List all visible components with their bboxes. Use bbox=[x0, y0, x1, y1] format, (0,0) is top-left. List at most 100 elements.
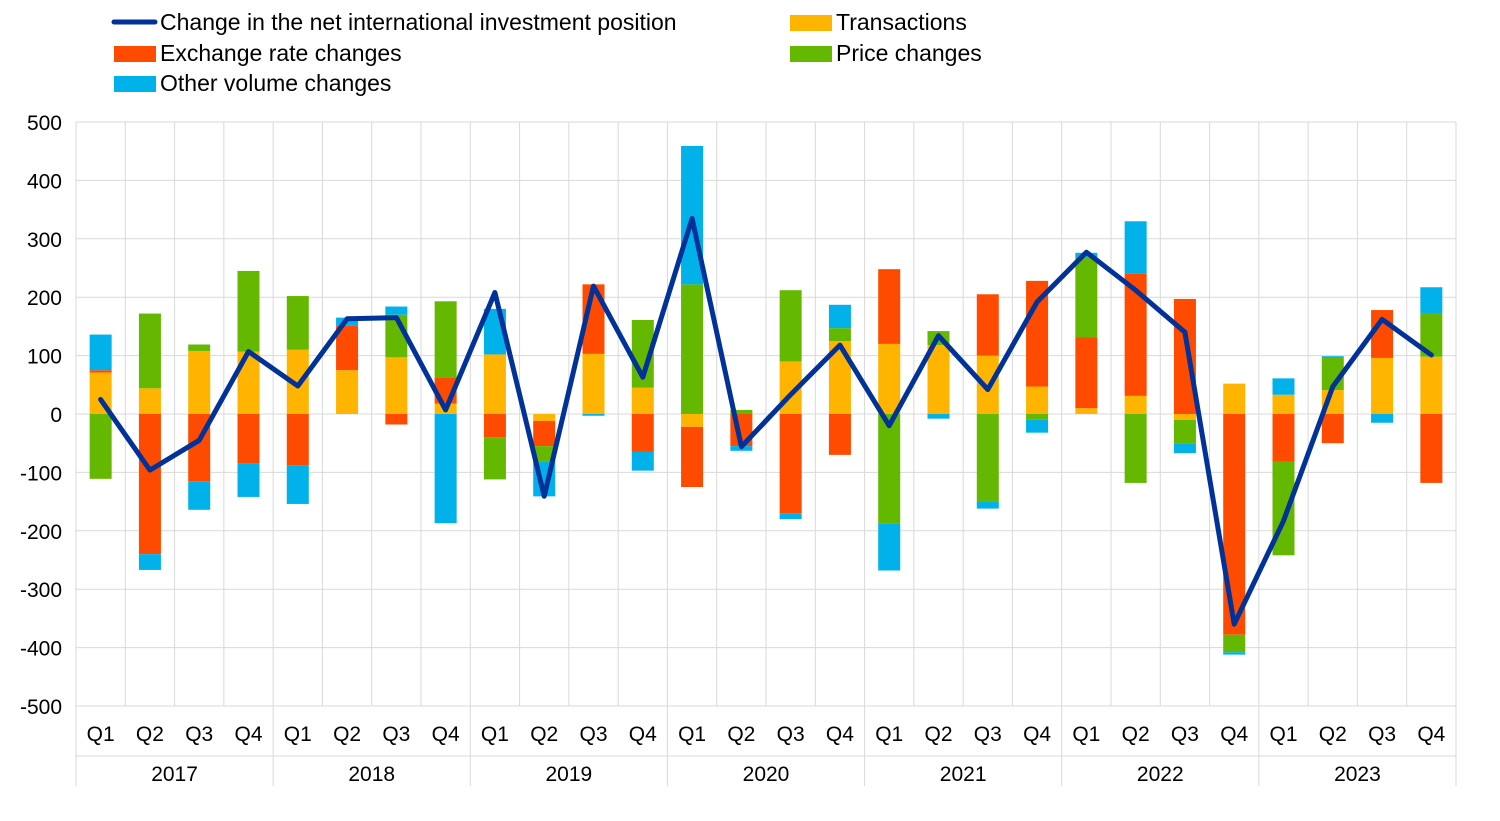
bar-transactions bbox=[828, 341, 851, 414]
bar-price-changes bbox=[237, 270, 260, 352]
bar-exchange-rate-changes bbox=[336, 325, 359, 371]
y-tick-label: 100 bbox=[27, 346, 62, 369]
bar-transactions bbox=[483, 354, 506, 414]
bar-other-volume-changes bbox=[779, 513, 802, 520]
legend-swatch-exchange-rate bbox=[114, 46, 156, 62]
x-tick-quarter: Q4 bbox=[432, 723, 460, 746]
bar-exchange-rate-changes bbox=[138, 414, 161, 555]
bar-price-changes bbox=[434, 301, 457, 378]
bar-other-volume-changes bbox=[631, 451, 654, 471]
legend-label-exchange-rate: Exchange rate changes bbox=[160, 40, 402, 66]
x-tick-quarter: Q2 bbox=[1319, 723, 1347, 746]
bar-other-volume-changes bbox=[1420, 287, 1443, 313]
x-tick-quarter: Q3 bbox=[777, 723, 805, 746]
x-tick-year: 2023 bbox=[1334, 763, 1381, 786]
net-position-line bbox=[98, 215, 1434, 627]
y-tick-label: -100 bbox=[20, 462, 62, 485]
bar-transactions bbox=[1075, 408, 1098, 414]
bar-transactions bbox=[1371, 357, 1394, 414]
bar-exchange-rate-changes bbox=[779, 414, 802, 514]
bar-transactions bbox=[878, 343, 901, 414]
bar-price-changes bbox=[730, 409, 753, 414]
x-tick-year: 2019 bbox=[545, 763, 592, 786]
y-tick-label: 300 bbox=[27, 229, 62, 252]
bar-transactions bbox=[681, 414, 704, 427]
bar-price-changes bbox=[976, 414, 999, 502]
bar-transactions bbox=[631, 387, 654, 414]
bar-price-changes bbox=[779, 290, 802, 362]
x-tick-quarter: Q1 bbox=[481, 723, 509, 746]
bar-other-volume-changes bbox=[1371, 414, 1394, 423]
bar-price-changes bbox=[878, 414, 901, 524]
gridlines bbox=[75, 121, 1457, 707]
bar-price-changes bbox=[286, 296, 309, 350]
bar-exchange-rate-changes bbox=[681, 426, 704, 487]
x-tick-year: 2022 bbox=[1137, 763, 1184, 786]
bar-exchange-rate-changes bbox=[976, 294, 999, 356]
bar-exchange-rate-changes bbox=[1075, 337, 1098, 409]
bar-price-changes bbox=[188, 344, 211, 351]
bar-exchange-rate-changes bbox=[1420, 414, 1443, 483]
legend-label-transactions: Transactions bbox=[836, 9, 967, 35]
bar-other-volume-changes bbox=[878, 523, 901, 571]
x-tick-year: 2018 bbox=[348, 763, 395, 786]
bar-price-changes bbox=[1124, 414, 1147, 483]
bar-transactions bbox=[385, 357, 408, 414]
bar-transactions bbox=[1124, 395, 1147, 414]
y-tick-label: -500 bbox=[20, 696, 62, 719]
bar-transactions bbox=[138, 388, 161, 414]
legend-label-price: Price changes bbox=[836, 40, 982, 66]
bar-other-volume-changes bbox=[1026, 419, 1049, 433]
x-tick-quarter: Q2 bbox=[924, 723, 952, 746]
bar-transactions bbox=[1223, 383, 1246, 414]
bar-exchange-rate-changes bbox=[878, 269, 901, 344]
bar-transactions bbox=[1173, 414, 1196, 420]
x-tick-quarter: Q3 bbox=[974, 723, 1002, 746]
y-tick-label: 200 bbox=[27, 287, 62, 310]
net-position-series-line bbox=[98, 215, 1434, 627]
bar-other-volume-changes bbox=[1173, 443, 1196, 454]
y-tick-label: 400 bbox=[27, 170, 62, 193]
bar-price-changes bbox=[828, 328, 851, 341]
bar-transactions bbox=[1026, 386, 1049, 414]
bar-exchange-rate-changes bbox=[89, 370, 112, 373]
x-tick-quarter: Q1 bbox=[87, 723, 115, 746]
bar-other-volume-changes bbox=[582, 414, 605, 416]
x-tick-year: 2020 bbox=[743, 763, 790, 786]
legend-label-other-volume: Other volume changes bbox=[160, 70, 391, 96]
legend: Change in the net international investme… bbox=[111, 9, 982, 96]
bar-price-changes bbox=[1420, 312, 1443, 357]
legend-label-net-position: Change in the net international investme… bbox=[160, 9, 677, 35]
bar-transactions bbox=[188, 350, 211, 414]
bar-other-volume-changes bbox=[188, 481, 211, 510]
bar-price-changes bbox=[89, 414, 112, 479]
bar-other-volume-changes bbox=[1272, 378, 1295, 395]
bar-other-volume-changes bbox=[89, 334, 112, 371]
y-tick-label: -200 bbox=[20, 521, 62, 544]
bar-exchange-rate-changes bbox=[237, 414, 260, 464]
x-tick-quarter: Q3 bbox=[1368, 723, 1396, 746]
bar-transactions bbox=[237, 351, 260, 414]
bar-other-volume-changes bbox=[1223, 652, 1246, 655]
x-tick-quarter: Q4 bbox=[1417, 723, 1445, 746]
bar-exchange-rate-changes bbox=[1124, 273, 1147, 396]
bar-exchange-rate-changes bbox=[286, 414, 309, 466]
bar-other-volume-changes bbox=[976, 501, 999, 509]
legend-swatch-price bbox=[790, 46, 832, 62]
bar-transactions bbox=[1272, 394, 1295, 414]
x-tick-quarter: Q3 bbox=[382, 723, 410, 746]
bar-exchange-rate-changes bbox=[1321, 414, 1344, 444]
bar-other-volume-changes bbox=[237, 463, 260, 497]
x-tick-quarter: Q2 bbox=[727, 723, 755, 746]
bar-other-volume-changes bbox=[385, 306, 408, 315]
bar-exchange-rate-changes bbox=[385, 414, 408, 425]
bar-transactions bbox=[1420, 356, 1443, 414]
bar-transactions bbox=[582, 353, 605, 414]
x-tick-quarter: Q4 bbox=[1220, 723, 1248, 746]
bar-exchange-rate-changes bbox=[483, 414, 506, 438]
bar-other-volume-changes bbox=[927, 414, 950, 419]
bar-exchange-rate-changes bbox=[631, 414, 654, 452]
bar-transactions bbox=[336, 370, 359, 414]
bar-other-volume-changes bbox=[828, 304, 851, 329]
x-tick-quarter: Q2 bbox=[333, 723, 361, 746]
